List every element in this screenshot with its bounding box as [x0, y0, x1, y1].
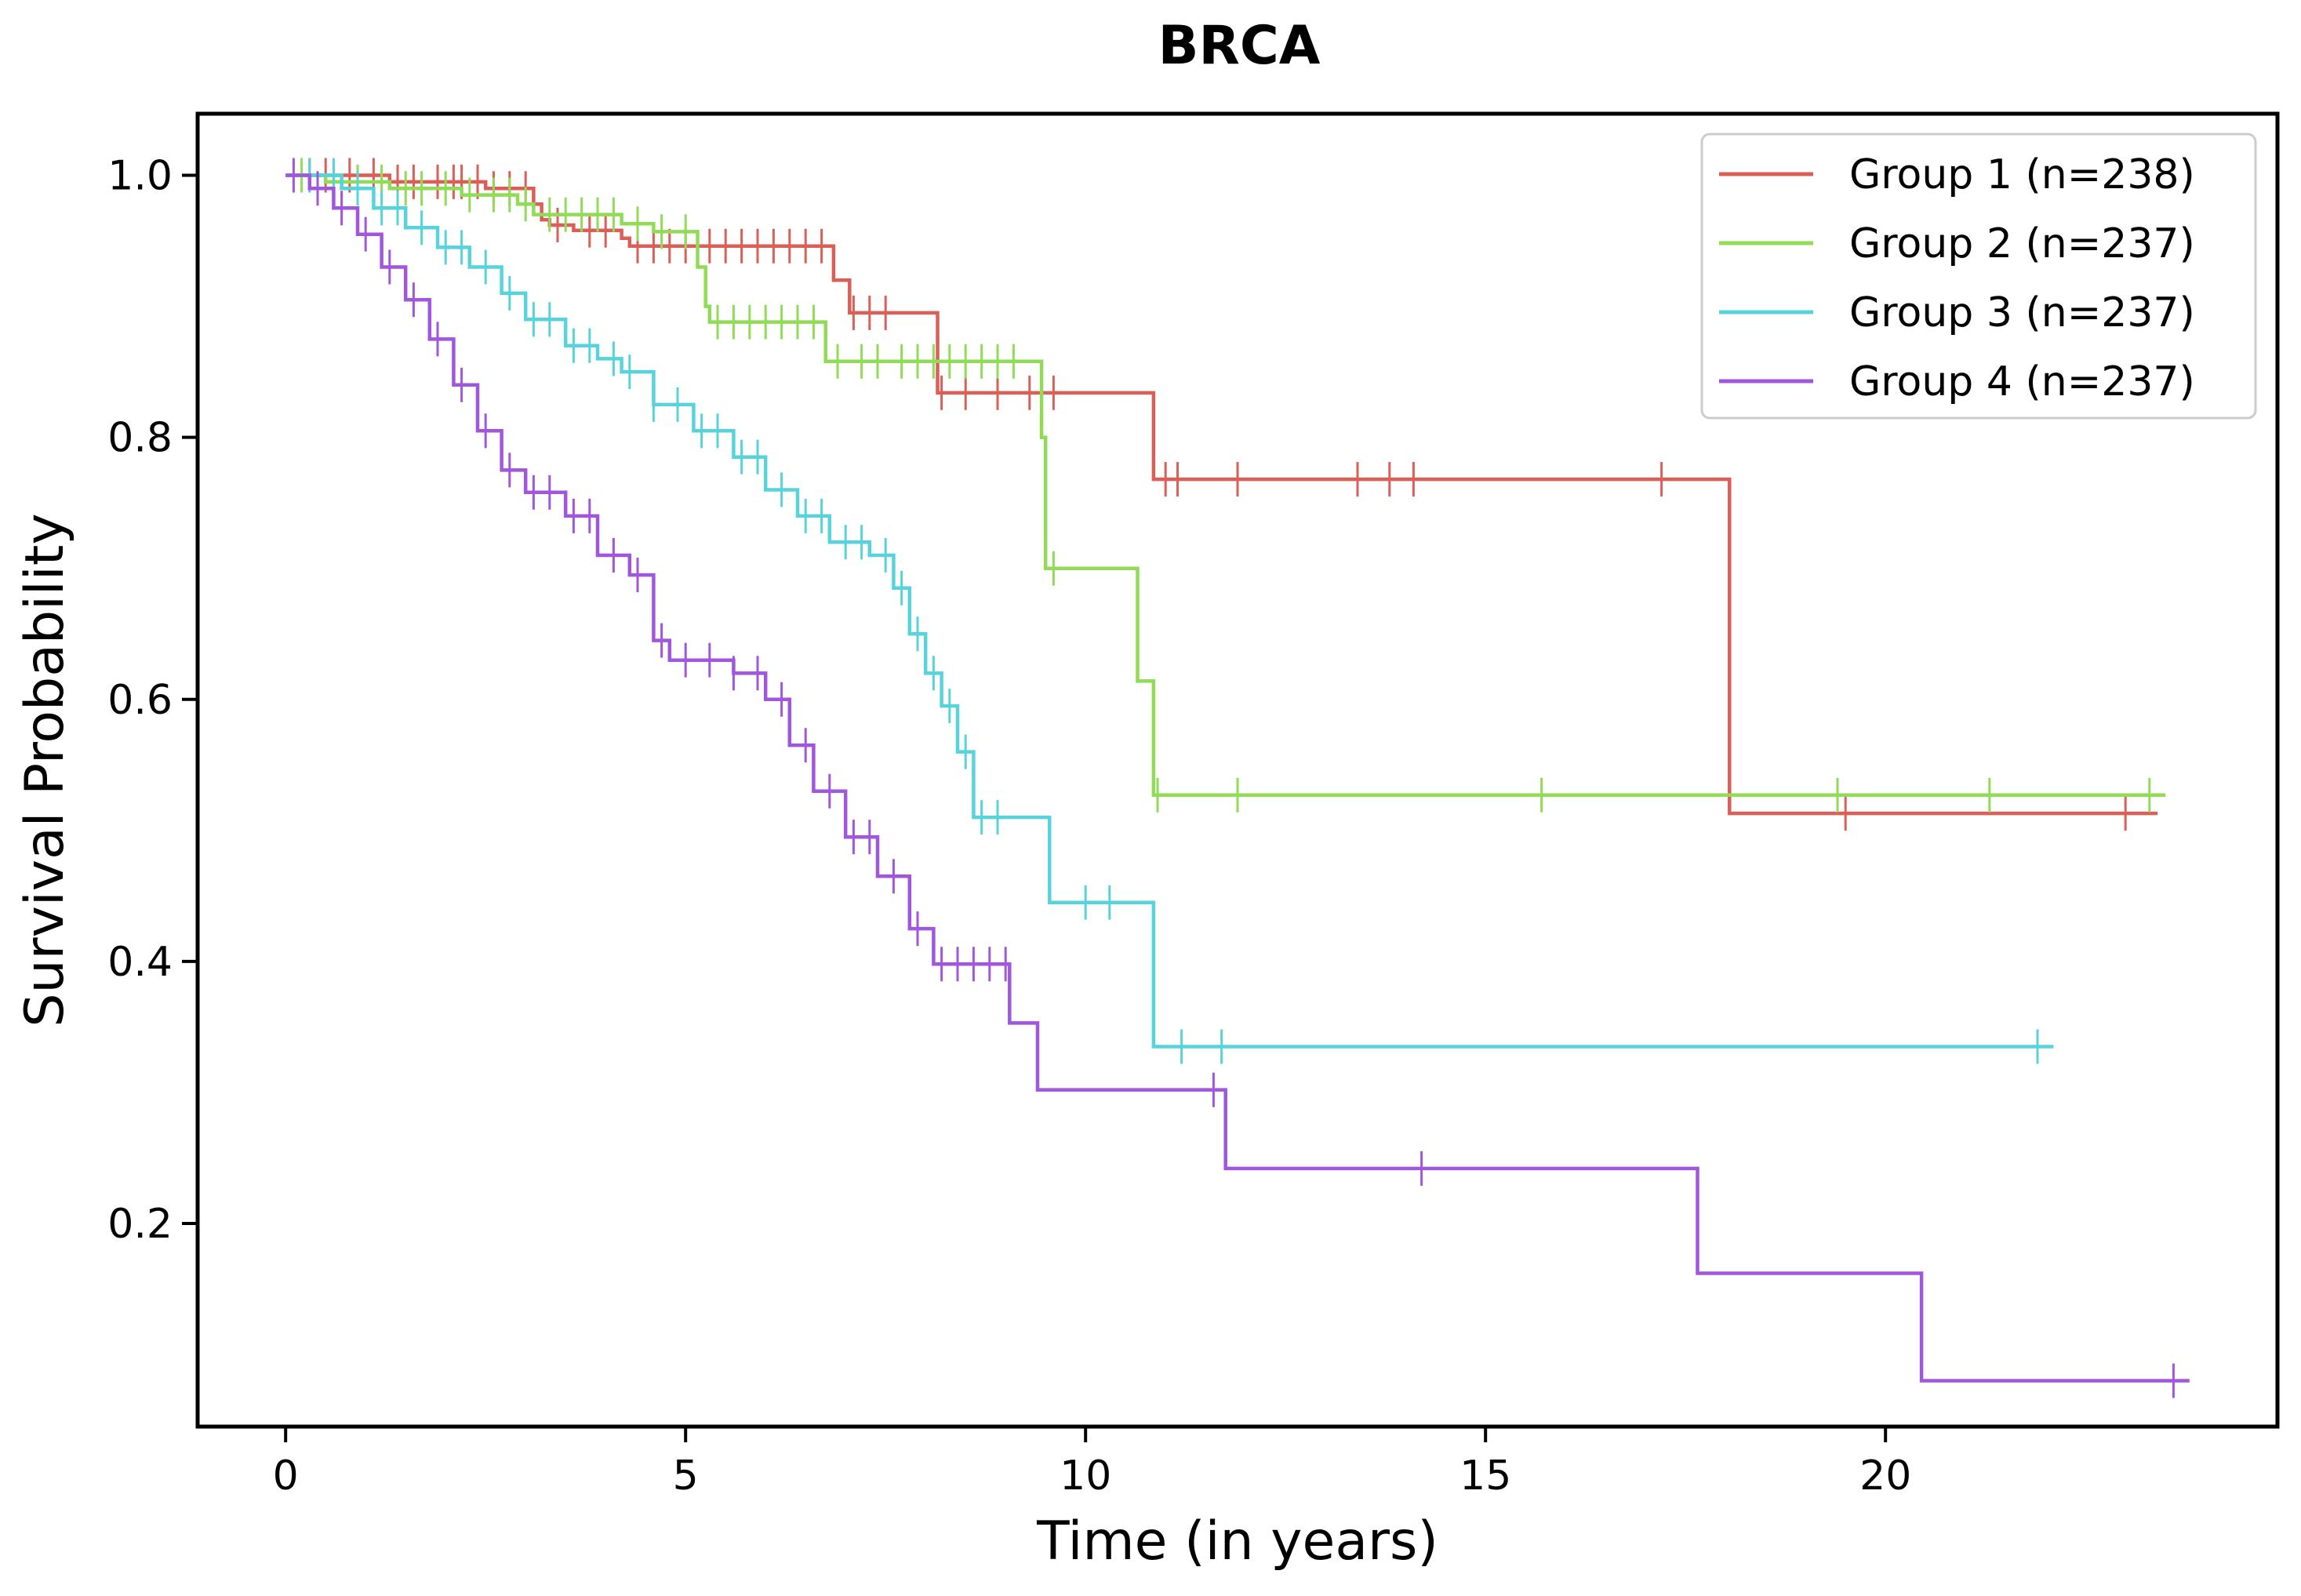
series-group-2: [285, 158, 2166, 813]
x-tick-label-2: 10: [1060, 1452, 1111, 1500]
y-tick-label-4: 1.0: [107, 153, 173, 200]
legend-frame: [1700, 133, 2257, 420]
x-tick-label-4: 20: [1859, 1452, 1911, 1500]
series-group-3: [285, 158, 2054, 1064]
legend-label-3: Group 3 (n=237): [1849, 289, 2195, 336]
x-tick-label-3: 15: [1459, 1452, 1511, 1500]
legend-label-4: Group 4 (n=237): [1849, 358, 2195, 405]
y-ticks: 0.2 0.4 0.6 0.8 1.0: [107, 153, 198, 1248]
y-tick-label-2: 0.6: [107, 677, 173, 724]
x-ticks: 0 5 10 15 20: [273, 1427, 1911, 1500]
series-group-4: [285, 158, 2190, 1398]
legend-label-1: Group 1 (n=238): [1849, 151, 2195, 198]
series-layer: [285, 158, 2190, 1398]
legend: Group 1 (n=238) Group 2 (n=237) Group 3 (n…: [1700, 133, 2257, 420]
y-tick-label-0: 0.2: [107, 1201, 173, 1248]
y-axis-label: Survival Probability: [14, 513, 76, 1027]
y-tick-label-1: 0.4: [107, 939, 173, 986]
y-tick-label-3: 0.8: [107, 415, 173, 462]
x-tick-label-0: 0: [273, 1452, 299, 1500]
series-line-2: [285, 173, 2166, 797]
series-line-1: [285, 173, 2157, 816]
plot-area: 0 5 10 15 20 0.2 0.4 0.6 0.8 1.0: [107, 111, 2280, 1500]
plot-frame: [195, 111, 2280, 1429]
chart-title: BRCA: [1158, 15, 1321, 77]
x-tick-label-1: 5: [673, 1452, 699, 1500]
x-axis-label: Time (in years): [1036, 1511, 1438, 1572]
series-line-3: [285, 173, 2054, 1049]
legend-label-2: Group 2 (n=237): [1849, 220, 2195, 267]
